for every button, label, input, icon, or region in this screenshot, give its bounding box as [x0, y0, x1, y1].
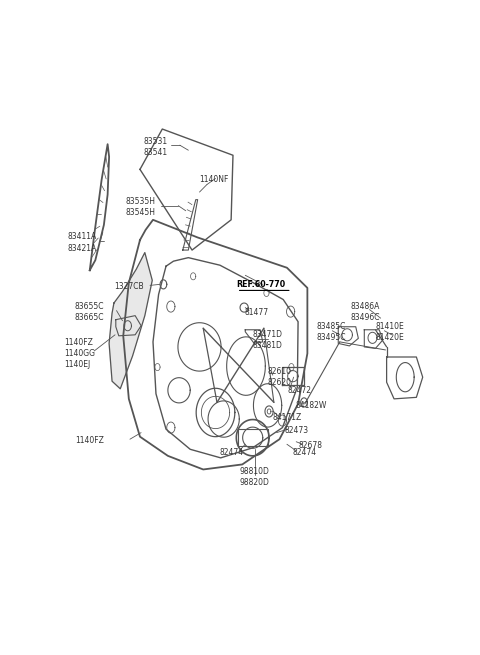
Polygon shape — [109, 253, 152, 389]
Text: 1140FZ
1140GG
1140EJ: 1140FZ 1140GG 1140EJ — [64, 338, 95, 369]
Text: 82678: 82678 — [299, 441, 323, 450]
Text: 83485C
83495C: 83485C 83495C — [317, 322, 346, 342]
Text: 82474: 82474 — [220, 448, 244, 457]
Text: 1140FZ: 1140FZ — [75, 436, 104, 445]
Text: 83471D
83481D: 83471D 83481D — [252, 330, 283, 350]
Text: 84182W: 84182W — [295, 401, 326, 410]
Text: 82474: 82474 — [292, 448, 317, 457]
Text: 1140NF: 1140NF — [200, 175, 229, 184]
Text: 81477: 81477 — [244, 308, 268, 316]
Text: 82610
82620: 82610 82620 — [267, 367, 291, 387]
Text: 83535H
83545H: 83535H 83545H — [125, 197, 155, 217]
Text: 83531
83541: 83531 83541 — [144, 137, 168, 157]
Text: 82473: 82473 — [285, 426, 309, 435]
Text: 98810D
98820D: 98810D 98820D — [240, 467, 269, 487]
Text: REF.60-770: REF.60-770 — [237, 280, 286, 289]
Text: 81410E
81420E: 81410E 81420E — [375, 322, 404, 342]
Text: 1327CB: 1327CB — [114, 282, 144, 291]
Text: 83486A
83496C: 83486A 83496C — [351, 301, 381, 322]
Text: 83655C
83665C: 83655C 83665C — [75, 301, 104, 322]
Text: 83411A
83421A: 83411A 83421A — [67, 233, 96, 253]
Text: 82472: 82472 — [288, 386, 312, 395]
Text: 84171Z: 84171Z — [272, 413, 301, 422]
